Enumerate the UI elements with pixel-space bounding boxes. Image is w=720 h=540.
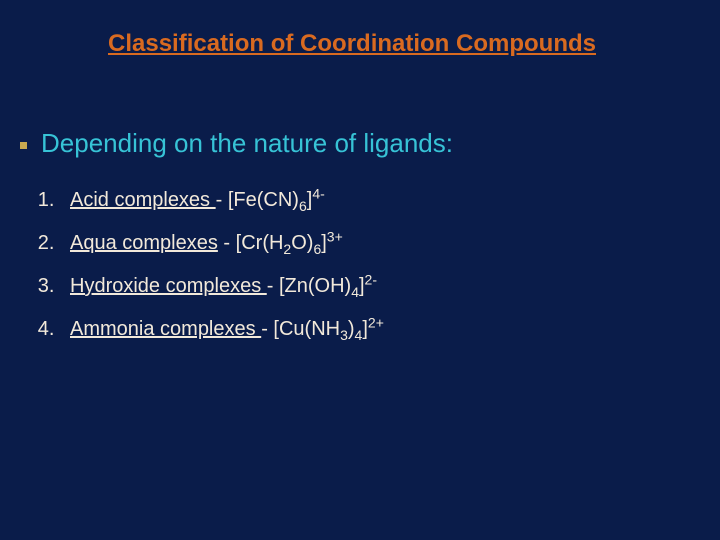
formula-pre: [Fe(CN): [228, 189, 299, 211]
formula-sub: 4: [351, 284, 359, 300]
formula-mid1: O): [291, 232, 313, 254]
slide-title: Classification of Coordination Compounds: [12, 30, 692, 58]
numbered-list: Acid complexes - [Fe(CN)6]4- Aqua comple…: [12, 189, 692, 341]
item-sep: -: [267, 275, 279, 297]
bullet-text: Depending on the nature of ligands:: [41, 128, 453, 159]
list-item: Acid complexes - [Fe(CN)6]4-: [60, 189, 692, 212]
item-sep: -: [218, 232, 236, 254]
formula-sub: 6: [299, 198, 307, 214]
list-item: Hydroxide complexes - [Zn(OH)4]2-: [60, 275, 692, 298]
formula-pre: [Zn(OH): [279, 275, 351, 297]
formula-pre: [Cr(H: [236, 232, 284, 254]
item-sep: -: [216, 189, 228, 211]
item-label: Hydroxide complexes: [70, 275, 267, 297]
formula-sup: 4-: [312, 185, 324, 201]
item-sep: -: [261, 318, 273, 340]
list-item: Ammonia complexes - [Cu(NH3)4]2+: [60, 318, 692, 341]
formula-sub: 3: [340, 327, 348, 343]
slide: Classification of Coordination Compounds…: [0, 0, 720, 540]
formula-pre: [Cu(NH: [273, 318, 340, 340]
list-item: Aqua complexes - [Cr(H2O)6]3+: [60, 232, 692, 255]
formula-sup: 3+: [327, 228, 343, 244]
formula-sup: 2-: [365, 271, 377, 287]
formula-mid1: ): [348, 318, 355, 340]
bullet-marker-icon: [20, 142, 27, 149]
item-label: Ammonia complexes: [70, 318, 261, 340]
item-label: Aqua complexes: [70, 232, 218, 254]
item-label: Acid complexes: [70, 189, 216, 211]
bullet-row: Depending on the nature of ligands:: [12, 128, 692, 159]
formula-sup: 2+: [368, 314, 384, 330]
